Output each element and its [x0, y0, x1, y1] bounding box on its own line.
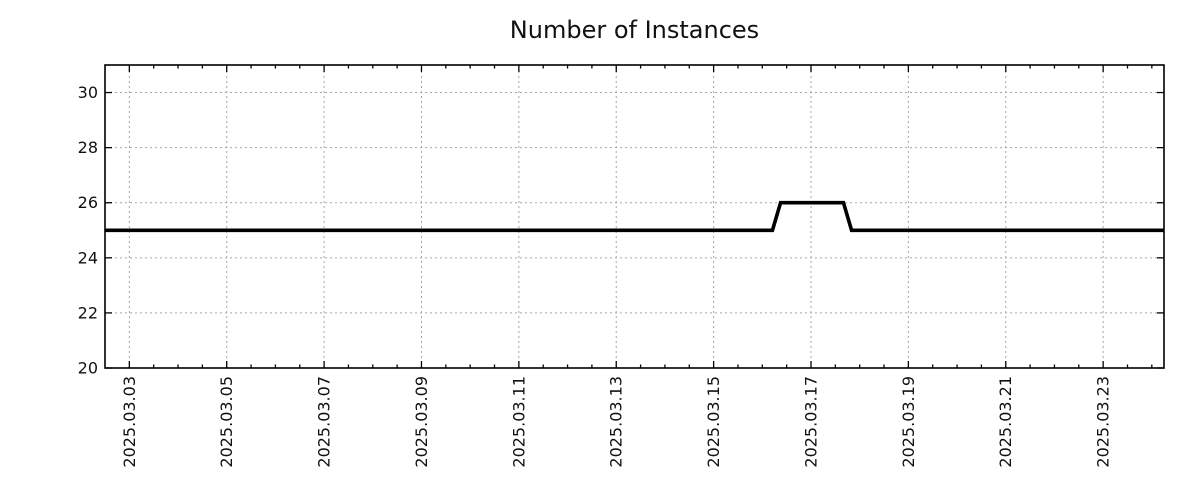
x-tick-label: 2025.03.07: [315, 376, 334, 468]
plot-frame: [104, 64, 1165, 369]
x-tick-label: 2025.03.15: [704, 376, 723, 468]
x-tick-label: 2025.03.23: [1094, 376, 1113, 468]
y-tick-label: 20: [78, 358, 98, 377]
chart-title: Number of Instances: [509, 16, 760, 44]
x-tick-label: 2025.03.09: [412, 376, 431, 468]
y-tick-label: 26: [78, 193, 98, 212]
x-tick-label: 2025.03.03: [120, 376, 139, 468]
y-tick-label: 22: [78, 303, 98, 322]
x-tick-label: 2025.03.19: [899, 376, 918, 468]
x-tick-label: 2025.03.13: [607, 376, 626, 468]
series-line: [105, 200, 1164, 233]
x-tick-label: 2025.03.21: [996, 376, 1015, 468]
x-tick-label: 2025.03.17: [801, 376, 820, 468]
y-tick-label: 30: [78, 83, 98, 102]
x-tick-label: 2025.03.11: [509, 376, 528, 468]
y-tick-label: 28: [78, 138, 98, 157]
x-tick-label: 2025.03.05: [217, 376, 236, 468]
y-tick-label: 24: [78, 248, 98, 267]
